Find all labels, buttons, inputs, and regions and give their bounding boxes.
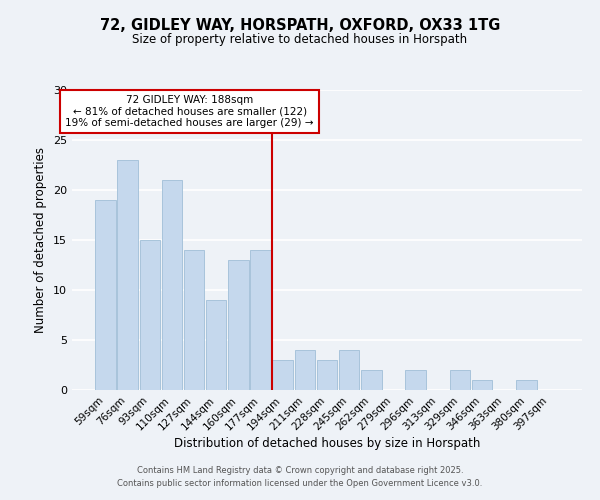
Bar xyxy=(250,250,271,390)
Text: 72 GIDLEY WAY: 188sqm
← 81% of detached houses are smaller (122)
19% of semi-det: 72 GIDLEY WAY: 188sqm ← 81% of detached … xyxy=(65,95,314,128)
Bar xyxy=(295,350,315,390)
Bar xyxy=(472,380,493,390)
Bar xyxy=(140,240,160,390)
Bar xyxy=(450,370,470,390)
Text: Contains HM Land Registry data © Crown copyright and database right 2025.
Contai: Contains HM Land Registry data © Crown c… xyxy=(118,466,482,487)
X-axis label: Distribution of detached houses by size in Horspath: Distribution of detached houses by size … xyxy=(174,438,480,450)
Bar xyxy=(339,350,359,390)
Bar xyxy=(272,360,293,390)
Bar xyxy=(206,300,226,390)
Bar xyxy=(228,260,248,390)
Y-axis label: Number of detached properties: Number of detached properties xyxy=(34,147,47,333)
Bar xyxy=(184,250,204,390)
Bar xyxy=(406,370,426,390)
Text: Size of property relative to detached houses in Horspath: Size of property relative to detached ho… xyxy=(133,32,467,46)
Text: 72, GIDLEY WAY, HORSPATH, OXFORD, OX33 1TG: 72, GIDLEY WAY, HORSPATH, OXFORD, OX33 1… xyxy=(100,18,500,32)
Bar xyxy=(161,180,182,390)
Bar xyxy=(361,370,382,390)
Bar xyxy=(118,160,138,390)
Bar xyxy=(317,360,337,390)
Bar xyxy=(95,200,116,390)
Bar xyxy=(516,380,536,390)
